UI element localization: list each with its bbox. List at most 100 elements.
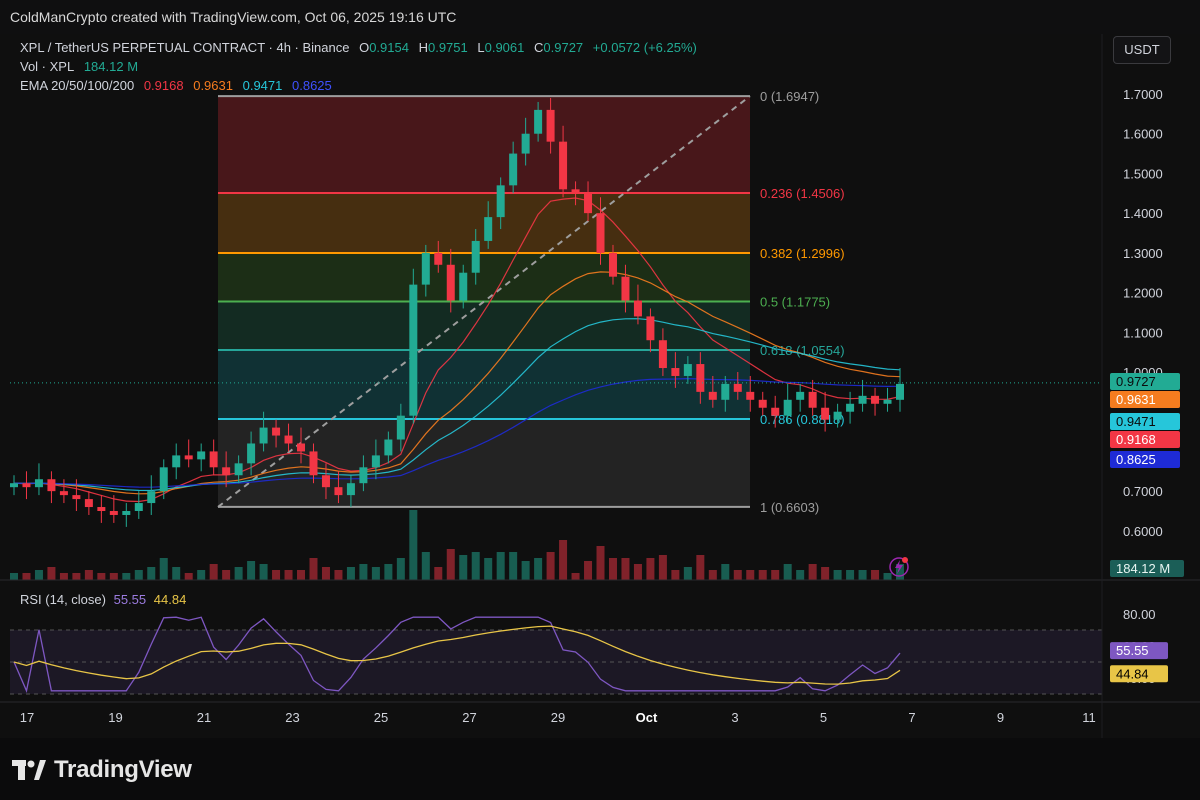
- volume-bar: [771, 570, 780, 580]
- volume-bar: [509, 552, 518, 580]
- fib-zone: [218, 253, 750, 302]
- volume-bars: [10, 510, 904, 580]
- volume-bar: [84, 570, 93, 580]
- price-axis-label: 1.2000: [1123, 286, 1163, 301]
- candle: [584, 193, 593, 214]
- candle: [209, 451, 218, 468]
- volume-bar: [796, 570, 805, 580]
- candle: [796, 391, 805, 400]
- candle: [10, 483, 18, 488]
- candle: [172, 455, 181, 468]
- candle: [808, 391, 817, 408]
- rsi-legend[interactable]: RSI (14, close) 55.55 44.84: [20, 592, 186, 607]
- volume-bar: [471, 552, 480, 580]
- volume-bar: [571, 573, 580, 580]
- volume-bar: [209, 564, 218, 580]
- ema200-value: 0.8625: [292, 78, 332, 93]
- price-axis-label: 0.7000: [1123, 484, 1163, 499]
- open-value: 0.9154: [369, 40, 409, 55]
- candle: [321, 475, 330, 488]
- fib-zone: [218, 193, 750, 254]
- price-axis-label: 1.6000: [1123, 127, 1163, 142]
- rsi-line: [13, 616, 901, 693]
- candle: [733, 383, 742, 392]
- volume-bar: [359, 564, 368, 580]
- candle: [746, 391, 755, 400]
- alert-lightning-icon[interactable]: [888, 556, 910, 578]
- candle: [421, 252, 430, 285]
- candle: [471, 240, 480, 273]
- candle: [871, 395, 880, 404]
- tradingview-logo[interactable]: TradingView: [12, 756, 192, 784]
- price-badge: 0.9631: [1110, 391, 1180, 408]
- volume-bar: [284, 570, 293, 580]
- rsi-badge: [1110, 642, 1168, 660]
- volume-bar: [109, 573, 118, 580]
- volume-bar: [733, 570, 742, 580]
- price-badge: 0.9168: [1110, 431, 1180, 448]
- candle: [721, 383, 730, 400]
- volume-bar: [259, 564, 268, 580]
- fib-retracement[interactable]: 0 (1.6947) 0.236 (1.4506) 0.382 (1.2996) 0.…: [217, 89, 845, 515]
- volume-bar: [896, 564, 904, 580]
- volume-bar: [521, 561, 530, 580]
- candle: [334, 487, 343, 496]
- candle: [658, 340, 667, 369]
- candle: [446, 264, 455, 301]
- volume-bar: [484, 558, 493, 580]
- volume-legend[interactable]: Vol · XPL 184.12 M: [20, 59, 144, 74]
- time-axis-label: 7: [908, 710, 915, 725]
- volume-bar: [309, 558, 318, 580]
- candle: [571, 189, 580, 194]
- candle: [821, 407, 830, 420]
- rsi-badge-text: 55.55: [1116, 643, 1149, 658]
- change-value: +0.0572 (+6.25%): [592, 40, 697, 55]
- volume-bar: [658, 555, 667, 580]
- fib-label-1: 1 (0.6603): [760, 500, 819, 515]
- candle: [683, 364, 692, 376]
- volume-bar: [297, 570, 306, 580]
- candle: [22, 483, 31, 488]
- candle: [109, 511, 118, 515]
- fib-label-0.618: 0.618 (1.0554): [760, 343, 845, 358]
- volume-bar: [833, 570, 842, 580]
- volume-bar: [134, 570, 143, 580]
- volume-bar: [122, 573, 131, 580]
- price-badge: 0.9471: [1110, 413, 1180, 430]
- rsi-ma-line: [13, 625, 901, 685]
- volume-bar: [534, 558, 543, 580]
- volume-bar: [821, 567, 830, 580]
- volume-bar: [346, 567, 355, 580]
- currency-button[interactable]: USDT: [1113, 36, 1171, 64]
- price-chart[interactable]: 0 (1.6947) 0.236 (1.4506) 0.382 (1.2996) 0.…: [0, 34, 1200, 738]
- volume-bar: [59, 573, 68, 580]
- candle: [259, 427, 268, 444]
- fib-trend-line: [217, 95, 751, 508]
- candle: [396, 415, 405, 440]
- volume-bar: [633, 564, 642, 580]
- ema-line: [13, 271, 901, 495]
- fib-label-0: 0 (1.6947): [760, 89, 819, 104]
- candle: [247, 443, 256, 464]
- ema-legend[interactable]: EMA 20/50/100/200 0.9168 0.9631 0.9471 0…: [20, 78, 338, 93]
- candle: [147, 491, 156, 504]
- chart-frame[interactable]: [0, 34, 1200, 738]
- price-badge: 0.9727: [1110, 373, 1180, 390]
- rsi-label: RSI (14, close): [20, 592, 106, 607]
- candle: [359, 467, 368, 484]
- volume-bar: [584, 561, 593, 580]
- volume-bar: [147, 567, 156, 580]
- volume-bar: [671, 570, 680, 580]
- price-axis-label: 1.1000: [1123, 325, 1163, 340]
- volume-bar: [783, 564, 792, 580]
- volume-bar: [272, 570, 281, 580]
- volume-bar: [234, 567, 243, 580]
- volume-bar: [559, 540, 568, 580]
- candle: [284, 435, 293, 444]
- volume-bar: [10, 573, 18, 580]
- time-axis-label: 19: [108, 710, 122, 725]
- volume-label: Vol · XPL: [20, 59, 75, 74]
- volume-bar: [608, 558, 617, 580]
- symbol-title[interactable]: XPL / TetherUS PERPETUAL CONTRACT · 4h ·…: [20, 40, 350, 55]
